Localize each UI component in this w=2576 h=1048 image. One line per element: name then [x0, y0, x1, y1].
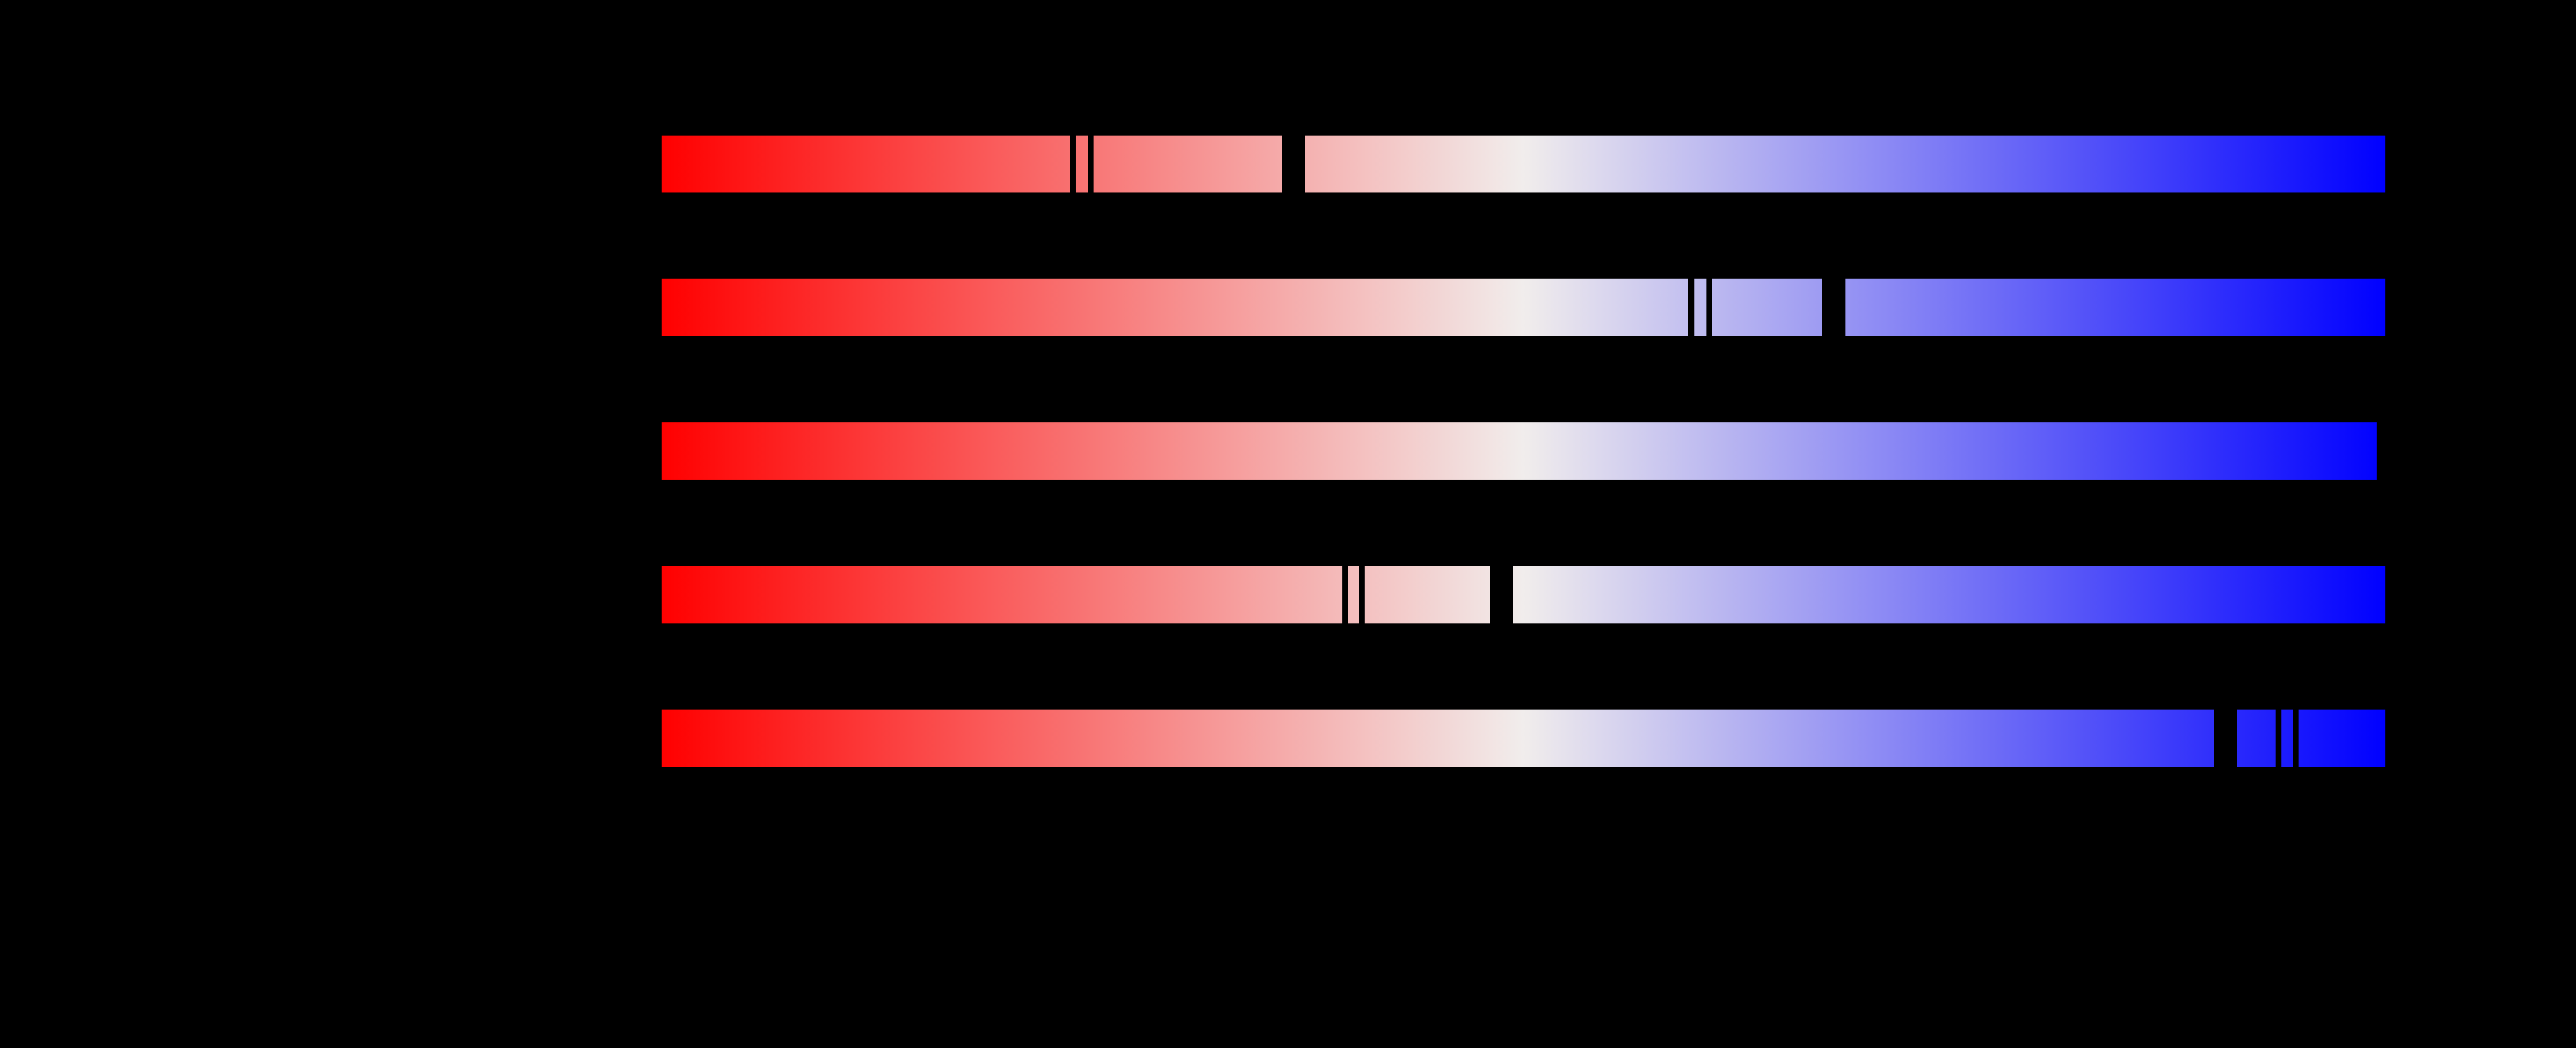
track-gap-marker — [1706, 278, 1712, 337]
track-gap-marker — [2276, 709, 2281, 768]
gradient-track-row-3 — [662, 422, 2377, 480]
track-gap-marker — [1088, 135, 1094, 193]
track-gap-marker — [1342, 565, 1348, 624]
track-gap-marker — [1490, 565, 1513, 624]
gradient-track-row-4 — [662, 565, 2385, 624]
gradient-track-row-1 — [662, 135, 2385, 193]
track-gap-marker — [2214, 709, 2237, 768]
track-gap-marker — [1359, 565, 1365, 624]
track-gap-marker — [1822, 278, 1845, 337]
track-gap-marker — [1282, 135, 1305, 193]
gradient-track-row-2 — [662, 278, 2385, 337]
gradient-track-row-5 — [662, 709, 2385, 768]
track-gap-marker — [1070, 135, 1076, 193]
track-gap-marker — [2293, 709, 2299, 768]
track-gap-marker — [1688, 278, 1694, 337]
